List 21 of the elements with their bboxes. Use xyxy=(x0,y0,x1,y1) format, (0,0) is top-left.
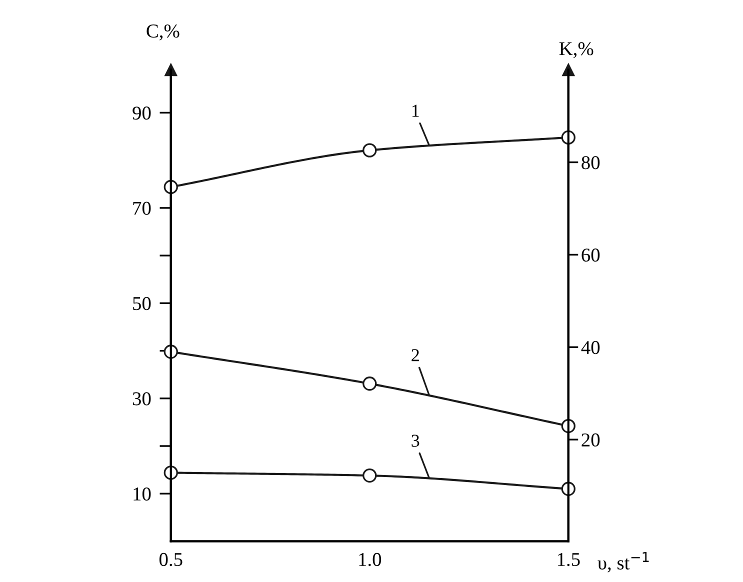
x-axis-title: υ, st$^{−1}$ xyxy=(598,552,649,572)
y2-tick-label: 40 xyxy=(581,340,600,354)
point xyxy=(362,468,377,483)
series-label: 1 xyxy=(412,104,419,117)
y2-axis-title: K,% xyxy=(559,42,594,58)
y-axis-title: C,% xyxy=(146,24,180,40)
y-tick-label: 30 xyxy=(132,392,151,406)
y2-tick-label: 20 xyxy=(582,433,600,447)
point xyxy=(362,143,377,158)
y-tick-label: 70 xyxy=(133,202,151,215)
x-tick-label: 1.0 xyxy=(359,552,382,566)
y2-tick-label: 80 xyxy=(582,156,600,170)
y-tick-label: 90 xyxy=(132,106,151,120)
series-label: 2 xyxy=(412,349,419,362)
point xyxy=(362,376,377,391)
y-tick-label: 50 xyxy=(133,296,151,310)
series-label: 3 xyxy=(412,434,420,447)
x-tick-label: 0.5 xyxy=(159,552,182,566)
y2-tick-label: 60 xyxy=(582,248,600,262)
x-tick-label: 1.5 xyxy=(558,553,580,566)
y-tick-label: 10 xyxy=(134,487,151,501)
